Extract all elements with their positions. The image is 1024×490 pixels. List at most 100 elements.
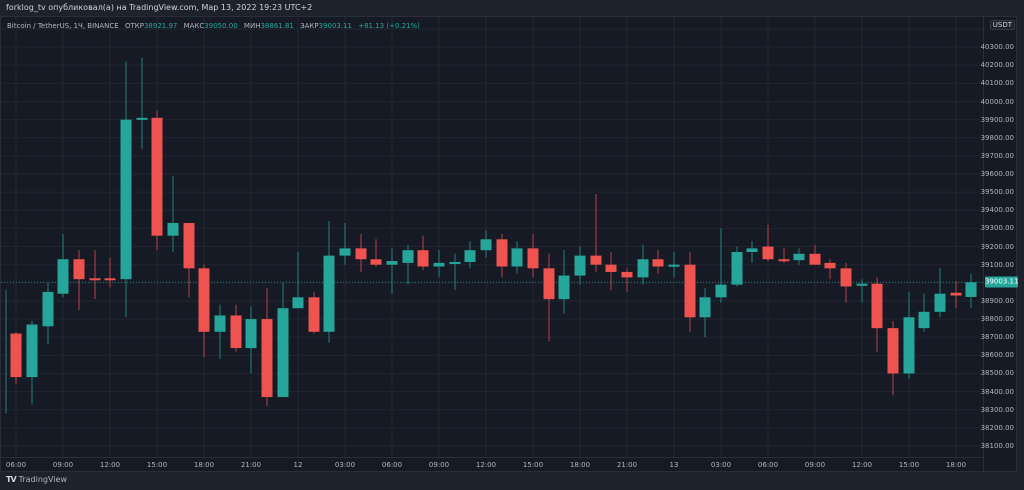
candle[interactable] <box>57 233 69 298</box>
candle[interactable] <box>230 304 242 352</box>
candle[interactable] <box>449 253 461 291</box>
price-tick-label: 39500.00 <box>980 188 1014 197</box>
candle[interactable] <box>323 221 335 343</box>
candle[interactable] <box>89 250 101 300</box>
candle[interactable] <box>480 230 492 258</box>
currency-badge[interactable]: USDT <box>989 20 1015 30</box>
change-value: +81.13 (+0.21%) <box>358 22 420 30</box>
candle[interactable] <box>308 291 320 334</box>
candle[interactable] <box>245 306 257 374</box>
candle[interactable] <box>652 250 664 274</box>
candle-body <box>402 250 414 263</box>
candle[interactable] <box>684 251 696 332</box>
candle[interactable] <box>198 264 210 358</box>
candle[interactable] <box>543 253 555 341</box>
last-price-tag: 39003.11 <box>985 276 1019 288</box>
price-tick-label: 39600.00 <box>980 170 1014 179</box>
candle[interactable] <box>856 279 868 303</box>
high-value: 39050.00 <box>204 22 238 30</box>
candle-body <box>292 297 304 309</box>
candle[interactable] <box>746 241 758 263</box>
candle[interactable] <box>903 291 915 379</box>
candlestick-plot[interactable] <box>1 17 983 457</box>
candle[interactable] <box>527 233 539 278</box>
candle[interactable] <box>402 244 414 285</box>
candle[interactable] <box>574 246 586 285</box>
candle[interactable] <box>214 304 226 359</box>
candle[interactable] <box>370 239 382 267</box>
candle[interactable] <box>840 262 852 303</box>
time-tick-label: 12:00 <box>475 461 497 469</box>
candle[interactable] <box>136 58 148 149</box>
candle[interactable] <box>637 244 649 285</box>
candle[interactable] <box>355 233 367 272</box>
price-tick-label: 39700.00 <box>980 151 1014 160</box>
candle[interactable] <box>433 250 445 278</box>
time-tick-label: 12:00 <box>851 461 873 469</box>
candle-body <box>621 271 633 278</box>
candle[interactable] <box>511 241 523 274</box>
price-axis[interactable]: USDT 39003.11 40300.00 40200.00 40100.00 40… <box>980 17 1019 473</box>
candle[interactable] <box>871 277 883 352</box>
candle-body <box>10 333 22 378</box>
candle[interactable] <box>824 259 836 280</box>
candle[interactable] <box>887 320 899 396</box>
candle[interactable] <box>104 257 116 288</box>
candle[interactable] <box>793 248 805 265</box>
time-tick-label: 06:00 <box>5 461 27 469</box>
time-tick-label: 03:00 <box>334 461 356 469</box>
candle[interactable] <box>417 235 429 271</box>
candle-body <box>965 282 977 297</box>
candle-body <box>527 248 539 269</box>
candle[interactable] <box>934 268 946 318</box>
price-tick-label: 40000.00 <box>980 97 1014 106</box>
candle-body <box>120 119 132 280</box>
time-tick-label: 13 <box>669 461 679 469</box>
candle[interactable] <box>151 110 163 251</box>
candle[interactable] <box>950 281 962 309</box>
candle-body <box>778 259 790 262</box>
candle-body <box>809 253 821 265</box>
candle[interactable] <box>10 331 22 385</box>
candle[interactable] <box>918 293 930 332</box>
chart-panel[interactable]: Bitcoin / TetherUS, 1Ч, BINANCE ОТКР3892… <box>0 16 1019 473</box>
candle[interactable] <box>277 282 289 398</box>
candle[interactable] <box>386 248 398 294</box>
candle[interactable] <box>496 233 508 278</box>
candle[interactable] <box>464 241 476 269</box>
tradingview-brand[interactable]: TV TradingView <box>6 475 67 484</box>
candle-body <box>605 264 617 272</box>
ohlc-legend: Bitcoin / TetherUS, 1Ч, BINANCE ОТКР3892… <box>7 22 420 30</box>
candle[interactable] <box>809 244 821 265</box>
candle[interactable] <box>699 288 711 338</box>
candle-body <box>715 284 727 298</box>
time-axis[interactable]: 06:00 09:00 12:00 15:00 18:00 21:00 12 03:00 06:… <box>1 457 983 473</box>
candle[interactable] <box>26 320 38 405</box>
candle[interactable] <box>120 61 132 318</box>
candle[interactable] <box>731 246 743 287</box>
candle-body <box>699 297 711 318</box>
candle[interactable] <box>261 288 273 407</box>
candle[interactable] <box>167 175 179 252</box>
price-tick-label: 38300.00 <box>980 405 1014 414</box>
time-tick-label: 15:00 <box>522 461 544 469</box>
candle[interactable] <box>73 250 85 311</box>
candle[interactable] <box>42 282 54 345</box>
candle[interactable] <box>965 273 977 308</box>
symbol-title[interactable]: Bitcoin / TetherUS, 1Ч, BINANCE <box>7 22 119 30</box>
candle[interactable] <box>292 251 304 309</box>
candle-body <box>449 261 461 264</box>
candle[interactable] <box>778 248 790 263</box>
candle[interactable] <box>621 268 633 292</box>
candle[interactable] <box>762 224 774 262</box>
candle[interactable] <box>339 222 351 265</box>
price-tick-label: 38200.00 <box>980 423 1014 432</box>
candle[interactable] <box>605 251 617 291</box>
candle-body <box>386 261 398 265</box>
candle[interactable] <box>715 228 727 303</box>
candle[interactable] <box>558 250 570 314</box>
candle[interactable] <box>590 193 602 272</box>
candle[interactable] <box>668 251 680 278</box>
candle[interactable] <box>183 222 195 298</box>
price-tick-label: 39900.00 <box>980 115 1014 124</box>
